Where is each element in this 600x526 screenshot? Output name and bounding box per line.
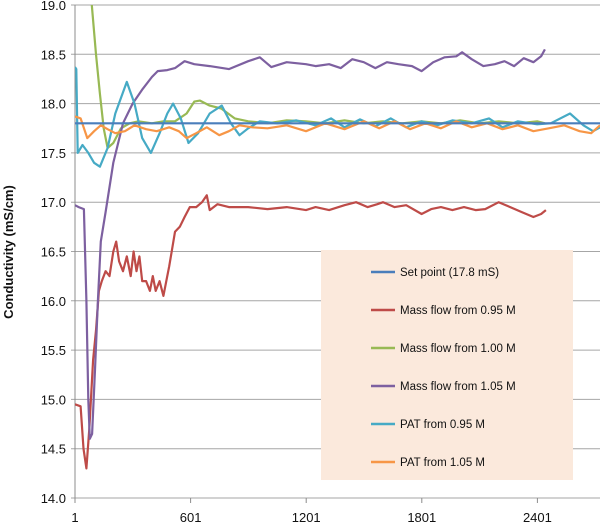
legend-label: Mass flow from 0.95 M xyxy=(400,305,516,317)
x-axis-ticks: 1 601 1201 1801 2401 xyxy=(71,498,552,525)
y-tick-label: 17.5 xyxy=(41,146,66,161)
series-line-4 xyxy=(75,66,600,168)
y-tick-label: 15.5 xyxy=(41,343,66,358)
legend-label: PAT from 1.05 M xyxy=(400,457,485,469)
y-tick-label: 16.5 xyxy=(41,245,66,260)
y-tick-label: 14.0 xyxy=(41,491,66,506)
y-tick-label: 18.5 xyxy=(41,47,66,62)
y-tick-label: 15.0 xyxy=(41,392,66,407)
legend-label: Set point (17.8 mS) xyxy=(400,267,499,279)
y-tick-label: 19.0 xyxy=(41,0,66,13)
series-line-3 xyxy=(75,48,546,440)
legend-box xyxy=(321,250,573,480)
legend-label: Mass flow from 1.00 M xyxy=(400,343,516,355)
series-line-1 xyxy=(75,194,547,470)
y-axis-ticks: 14.0 14.5 15.0 15.5 16.0 16.5 17.0 17.5 18.0 18.5… xyxy=(41,0,66,506)
legend-label: Mass flow from 1.05 M xyxy=(400,381,516,393)
x-tick-label: 1201 xyxy=(292,510,321,525)
x-tick-label: 1 xyxy=(71,510,78,525)
x-tick-label: 1801 xyxy=(407,510,436,525)
x-tick-label: 601 xyxy=(180,510,202,525)
y-tick-label: 17.0 xyxy=(41,195,66,210)
y-tick-label: 14.5 xyxy=(41,442,66,457)
series-line-5 xyxy=(75,115,600,140)
y-tick-label: 18.0 xyxy=(41,97,66,112)
legend: Set point (17.8 mS) Mass flow from 0.95 M… xyxy=(321,250,573,480)
series-lines xyxy=(75,5,600,470)
y-axis-label: Conductivity (mS/cm) xyxy=(1,185,16,319)
x-tick-label: 2401 xyxy=(523,510,552,525)
legend-label: PAT from 0.95 M xyxy=(400,419,485,431)
y-tick-label: 16.0 xyxy=(41,294,66,309)
